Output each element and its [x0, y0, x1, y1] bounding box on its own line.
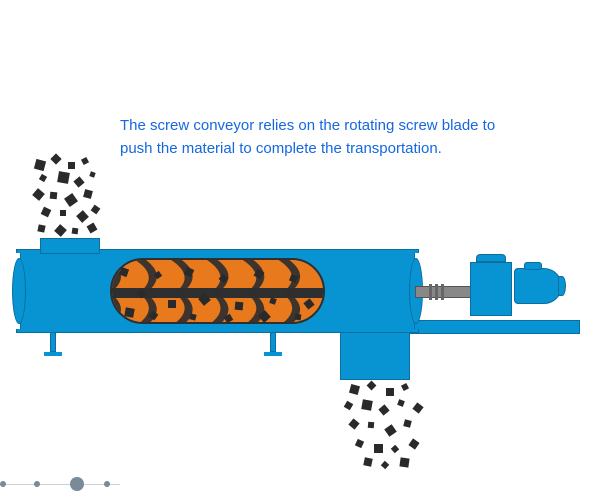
material-particle-inlet: [68, 162, 75, 169]
material-particle-outlet: [399, 457, 409, 467]
gearbox: [470, 262, 512, 316]
material-particle-inside: [168, 300, 176, 308]
material-particle-inlet: [91, 205, 101, 215]
material-particle-outlet: [391, 445, 399, 453]
shaft-ridge: [429, 284, 432, 300]
decor-dot: [0, 481, 6, 487]
material-particle-outlet: [361, 399, 373, 411]
shaft-ridge: [441, 284, 444, 300]
material-particle-outlet: [386, 388, 394, 396]
material-particle-inlet: [41, 207, 52, 218]
material-particle-outlet: [368, 422, 375, 429]
drive-shaft: [415, 286, 475, 298]
material-particle-outlet: [348, 418, 359, 429]
material-particle-outlet: [349, 384, 360, 395]
inlet-hopper: [40, 238, 100, 254]
material-particle-inlet: [57, 171, 70, 184]
base-plate: [410, 320, 580, 334]
motor-fin: [558, 276, 566, 296]
material-particle-inlet: [39, 174, 47, 182]
material-particle-outlet: [363, 457, 372, 466]
material-particle-inside: [124, 307, 134, 317]
material-particle-outlet: [344, 401, 354, 411]
material-particle-inlet: [54, 224, 67, 237]
motor-top: [524, 262, 542, 270]
material-particle-inside: [295, 314, 302, 321]
material-particle-inlet: [87, 223, 98, 234]
material-particle-inlet: [50, 192, 58, 200]
material-particle-outlet: [408, 438, 419, 449]
material-particle-inlet: [32, 188, 45, 201]
material-particle-inlet: [89, 171, 95, 177]
material-particle-inlet: [37, 224, 45, 232]
decor-line: [0, 484, 120, 485]
material-particle-inlet: [60, 210, 66, 216]
end-cap-left: [12, 258, 26, 324]
material-particle-inlet: [83, 189, 93, 199]
material-particle-outlet: [412, 402, 423, 413]
material-particle-outlet: [355, 439, 364, 448]
material-particle-outlet: [374, 444, 383, 453]
decor-dot: [70, 477, 84, 491]
material-particle-outlet: [384, 424, 397, 437]
material-particle-inside: [235, 302, 244, 311]
material-particle-inlet: [34, 159, 46, 171]
screw-conveyor-diagram: [0, 0, 614, 500]
support-foot: [264, 352, 282, 356]
material-particle-outlet: [381, 461, 389, 469]
outlet-chute: [340, 330, 410, 380]
support-leg: [50, 330, 56, 352]
decor-dot: [34, 481, 40, 487]
material-particle-outlet: [403, 419, 412, 428]
shaft-ridge: [435, 284, 438, 300]
material-particle-inlet: [73, 176, 84, 187]
decor-dot: [104, 481, 110, 487]
body-flange-bottom: [16, 329, 419, 333]
support-leg: [270, 330, 276, 352]
material-particle-outlet: [378, 404, 389, 415]
material-particle-inlet: [76, 210, 89, 223]
material-particle-inlet: [81, 157, 89, 165]
material-particle-inlet: [64, 193, 78, 207]
material-particle-outlet: [397, 399, 405, 407]
motor-body: [514, 268, 562, 304]
material-particle-inlet: [50, 153, 61, 164]
gearbox-top: [476, 254, 506, 262]
material-particle-inlet: [72, 228, 79, 235]
support-foot: [44, 352, 62, 356]
material-particle-outlet: [401, 383, 409, 391]
material-particle-outlet: [367, 381, 377, 391]
